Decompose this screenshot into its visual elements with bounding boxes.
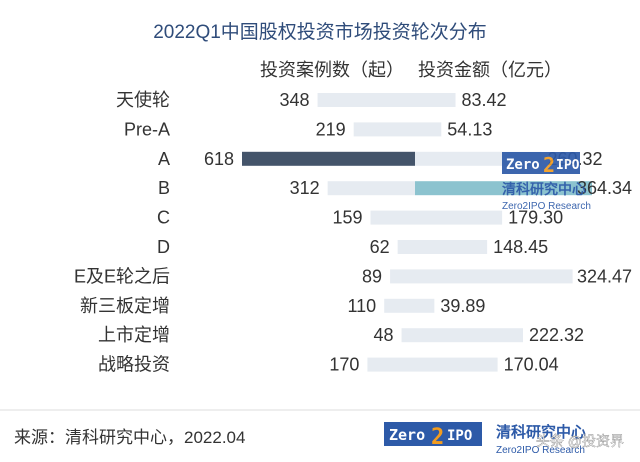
amount-value-label: 324.47 xyxy=(577,266,632,286)
watermark-logo: Zero 2 IPO 清科研究中心 Zero2IPO Research xyxy=(502,152,591,212)
footer-logo-right: IPO xyxy=(447,428,472,444)
legend-count-header: 投资案例数（起） xyxy=(260,60,404,80)
count-bar xyxy=(401,328,415,343)
category-label: 天使轮 xyxy=(116,90,170,110)
amount-value-label: 83.42 xyxy=(462,90,507,110)
footer-logo-box xyxy=(384,422,482,446)
amount-value-label: 179.30 xyxy=(508,208,563,228)
count-value-label: 312 xyxy=(290,178,320,198)
watermark-text: 头条 @投资界 xyxy=(536,433,624,449)
footer-logo-left: Zero xyxy=(389,426,425,444)
count-bar xyxy=(390,269,415,284)
amount-value-label: 222.32 xyxy=(529,325,584,345)
category-label: 战略投资 xyxy=(98,355,170,375)
category-label: C xyxy=(157,208,170,228)
amount-bar xyxy=(415,357,498,372)
source-note: 来源：清科研究中心，2022.04 xyxy=(14,428,245,447)
amount-bar xyxy=(415,181,592,196)
amount-bar xyxy=(415,240,488,254)
count-value-label: 219 xyxy=(316,119,346,139)
amount-bar xyxy=(415,93,456,107)
count-value-label: 89 xyxy=(362,266,382,286)
category-label: Pre-A xyxy=(124,119,170,139)
amount-bar xyxy=(415,298,435,313)
logo-text-num: 2 xyxy=(543,153,555,177)
category-label: B xyxy=(158,178,170,198)
amount-bar xyxy=(415,269,573,284)
count-value-label: 159 xyxy=(332,208,362,228)
count-bar xyxy=(353,122,415,137)
count-bar xyxy=(317,93,415,107)
footer-logo-cn: 清科研究中心 xyxy=(496,423,586,441)
count-value-label: 62 xyxy=(370,237,390,257)
count-value-label: 48 xyxy=(374,325,394,345)
amount-value-label: 170.04 xyxy=(504,355,559,375)
chart-title: 2022Q1中国股权投资市场投资轮次分布 xyxy=(153,21,487,43)
count-bar xyxy=(370,210,415,225)
legend-amount-header: 投资金额（亿元） xyxy=(418,60,562,80)
amount-value-label: 364.34 xyxy=(577,178,632,198)
footer-logo: Zero 2 IPO 清科研究中心 Zero2IPO Research xyxy=(384,422,586,456)
amount-bar xyxy=(415,210,503,225)
amount-bar xyxy=(415,122,442,137)
count-bar xyxy=(327,181,415,196)
count-bar xyxy=(242,151,415,166)
category-label: 新三板定增 xyxy=(80,296,170,316)
logo-text-right: IPO xyxy=(556,158,580,173)
count-bar xyxy=(367,357,415,372)
count-value-label: 618 xyxy=(204,149,234,169)
category-label: D xyxy=(157,237,170,257)
logo-box xyxy=(502,152,580,174)
category-label: E及E轮之后 xyxy=(74,266,170,286)
logo-text-left: Zero xyxy=(506,157,540,173)
count-bar xyxy=(397,240,415,254)
logo-en: Zero2IPO Research xyxy=(502,201,591,212)
footer-logo-en: Zero2IPO Research xyxy=(496,445,585,456)
amount-value-label: 39.89 xyxy=(440,296,485,316)
amount-bar xyxy=(415,328,524,343)
count-value-label: 110 xyxy=(348,296,377,316)
count-bar xyxy=(384,298,415,313)
bar-rows: 天使轮34883.42Pre-A21954.13A618260.32B31236… xyxy=(74,90,632,375)
category-label: A xyxy=(158,149,170,169)
category-label: 上市定增 xyxy=(98,325,170,345)
count-value-label: 170 xyxy=(329,355,359,375)
count-value-label: 348 xyxy=(280,90,310,110)
logo-cn: 清科研究中心 xyxy=(502,181,586,197)
amount-value-label: 54.13 xyxy=(447,119,492,139)
amount-value-label: 148.45 xyxy=(493,237,548,257)
footer-logo-num: 2 xyxy=(431,425,444,450)
